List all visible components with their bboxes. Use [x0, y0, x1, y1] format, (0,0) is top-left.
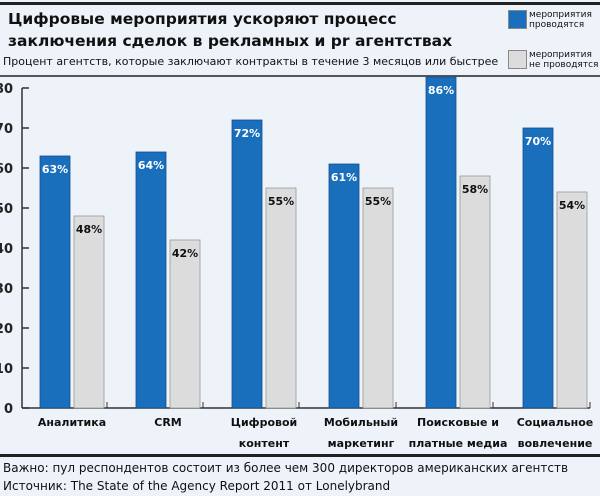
bar-not-conducted: [362, 187, 394, 409]
bar-conducted: [522, 127, 554, 409]
legend-label-conducted: мероприятия проводятся: [529, 10, 592, 30]
bar-label: 48%: [76, 223, 102, 236]
x-tick-label: Мобильный: [324, 416, 398, 429]
bar-label: 55%: [268, 195, 294, 208]
chart-subtitle: Процент агентств, которые заключают конт…: [3, 55, 499, 68]
footer-rule: [0, 454, 600, 457]
y-tick-label: 10: [0, 362, 13, 377]
y-tick-label: 30: [0, 282, 13, 297]
note-source: Источник: The State of the Agency Report…: [3, 479, 391, 493]
chart-title: Цифровые мероприятия ускоряют процесс за…: [8, 10, 453, 50]
bar-label: 70%: [525, 135, 551, 148]
bar-label: 61%: [331, 171, 357, 184]
x-tick-label: платные медиа: [409, 437, 508, 450]
bar-not-conducted: [556, 191, 588, 409]
y-tick-label: 20: [0, 322, 13, 337]
y-tick-label: 40: [0, 242, 13, 257]
y-tick-label: 50: [0, 202, 13, 217]
x-tick-label: CRM: [154, 416, 182, 429]
bar-conducted: [231, 119, 263, 409]
x-tick-label: Поисковые и: [417, 416, 499, 429]
y-tick-label: 80: [0, 82, 13, 97]
x-tick-label: контент: [239, 437, 290, 450]
plot-area: [22, 84, 590, 408]
y-tick-label: 0: [4, 402, 13, 417]
bar-label: 63%: [42, 163, 68, 176]
x-tick-label: вовлечение: [518, 437, 593, 450]
bar-label: 55%: [365, 195, 391, 208]
legend-label-not-conducted: мероприятия не проводятся: [529, 50, 599, 70]
bar-not-conducted: [459, 175, 491, 409]
bar-label: 86%: [428, 84, 454, 97]
legend-swatch-conducted: [508, 10, 527, 29]
top-rule: [0, 2, 600, 5]
notes: Важно: пул респондентов состоит из более…: [3, 459, 568, 495]
y-tick-label: 60: [0, 162, 13, 177]
bar-conducted: [425, 76, 457, 409]
x-tick-label: Цифровой: [231, 416, 297, 429]
legend-swatch-not-conducted: [508, 50, 527, 69]
bar-label: 54%: [559, 199, 585, 212]
bar-not-conducted: [169, 239, 201, 409]
y-tick-label: 70: [0, 122, 13, 137]
note-important: Важно: пул респондентов состоит из более…: [3, 461, 569, 475]
bar-not-conducted: [265, 187, 297, 409]
bar-not-conducted: [73, 215, 105, 409]
header-rule: [0, 75, 600, 77]
bar-conducted: [135, 151, 167, 409]
bar-conducted: [328, 163, 360, 409]
bar-label: 64%: [138, 159, 164, 172]
x-tick-label: маркетинг: [328, 437, 395, 450]
x-tick-label: Социальное: [517, 416, 594, 429]
bar-label: 58%: [462, 183, 488, 196]
x-tick-label: Аналитика: [38, 416, 106, 429]
bar-label: 42%: [172, 247, 198, 260]
bar-label: 72%: [234, 127, 260, 140]
bar-conducted: [39, 155, 71, 409]
